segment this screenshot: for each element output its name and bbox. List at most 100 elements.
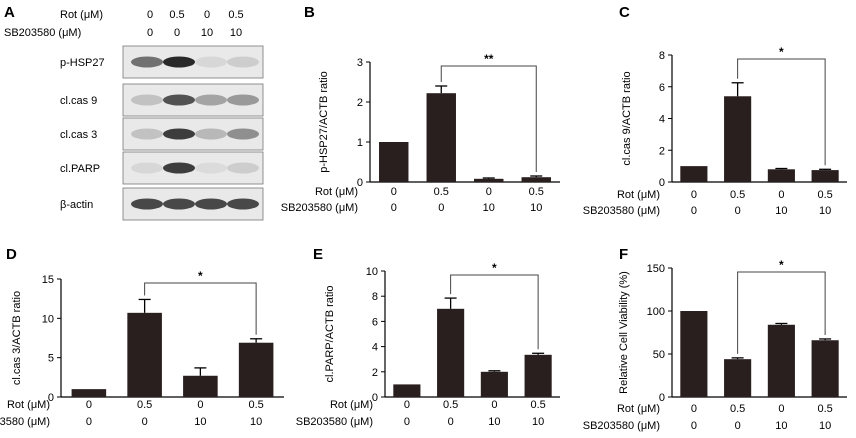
y-tick-label: 10	[366, 266, 378, 278]
y-tick-label: 100	[647, 306, 665, 318]
rot-row-value: 0.5	[817, 403, 832, 415]
blot-band	[227, 128, 259, 140]
rot-row-value: 0	[691, 189, 697, 201]
sb-row-value: 0	[735, 420, 741, 432]
blot-band	[227, 198, 259, 210]
y-tick-label: 3	[357, 57, 363, 69]
sb-row-value: 0	[142, 416, 148, 428]
rot-header-label: Rot (μM)	[60, 9, 103, 21]
bar	[379, 142, 409, 182]
sb-row-value: 10	[775, 420, 787, 432]
bar	[183, 375, 218, 397]
sb-row-value: 0	[391, 202, 397, 214]
blot-band-label: cl.PARP	[60, 163, 100, 175]
bar	[724, 359, 752, 397]
rot-row-value: 0	[404, 399, 410, 411]
blot-band	[163, 128, 195, 140]
blot-band	[131, 128, 163, 140]
bar	[437, 308, 465, 397]
y-tick-label: 4	[372, 342, 378, 354]
panel-label: E	[313, 246, 323, 263]
bar	[521, 177, 551, 182]
significance-bracket	[144, 282, 257, 335]
panel-c: C 0 2 4 6 8 cl.cas 9/ACTB ratio * Rot (μM) SB2035…	[583, 4, 847, 217]
rot-row-value: 0.5	[434, 186, 449, 198]
bar	[811, 340, 839, 397]
blot-band	[163, 94, 195, 106]
y-tick-label: 0	[659, 177, 665, 189]
sb-row-value: 10	[532, 416, 544, 428]
sb-row-value: 10	[483, 202, 495, 214]
bar	[767, 324, 795, 397]
sb-header-value: 10	[201, 27, 213, 39]
sb-row-value: 0	[735, 205, 741, 217]
panel-label: D	[6, 246, 17, 263]
significance-bracket	[440, 65, 537, 172]
significance-bracket	[737, 271, 826, 354]
sb-row-label: SB203580 (μM)	[0, 416, 50, 428]
blot-band	[195, 94, 227, 106]
y-tick-label: 5	[48, 353, 54, 365]
blot-band-label: β-actin	[60, 199, 93, 211]
sb-row-value: 10	[819, 205, 831, 217]
sb-row-value: 0	[438, 202, 444, 214]
panel-b: B 0 1 2 3 p-HSP27/ACTB ratio ** Rot (μM) SB20358…	[281, 4, 560, 214]
rot-header-value: 0.5	[169, 9, 184, 21]
rot-row-value: 0.5	[529, 186, 544, 198]
y-tick-label: 0	[48, 392, 54, 404]
rot-row-value: 0	[691, 403, 697, 415]
y-tick-label: 0	[372, 392, 378, 404]
y-tick-label: 0	[357, 177, 363, 189]
sb-row-value: 0	[448, 416, 454, 428]
panel-label: C	[619, 4, 630, 21]
rot-row-label: Rot (μM)	[7, 399, 50, 411]
rot-header-value: 0	[147, 9, 153, 21]
sb-row-value: 0	[86, 416, 92, 428]
y-tick-label: 2	[372, 367, 378, 379]
bar	[811, 170, 839, 182]
bar	[127, 312, 162, 397]
rot-row-value: 0	[486, 186, 492, 198]
blot-band	[163, 162, 195, 174]
rot-row-value: 0.5	[443, 399, 458, 411]
rot-row-label: Rot (μM)	[617, 189, 660, 201]
blot-row: cl.PARP	[60, 151, 264, 185]
blot-band-label: p-HSP27	[60, 57, 105, 69]
rot-row-label: Rot (μM)	[330, 399, 373, 411]
y-axis-label: cl.PARP/ACTB ratio	[324, 286, 336, 383]
bar	[680, 166, 708, 182]
blot-band	[131, 94, 163, 106]
rot-row-value: 0	[778, 403, 784, 415]
bar	[71, 389, 107, 397]
y-tick-label: 4	[659, 114, 665, 126]
significance-bracket	[450, 274, 539, 350]
sb-row-value: 0	[691, 205, 697, 217]
y-axis-label: cl.cas 3/ACTB ratio	[11, 291, 23, 385]
bar	[767, 169, 795, 182]
sb-row-label: SB203580 (μM)	[583, 205, 660, 217]
rot-row-label: Rot (μM)	[315, 186, 358, 198]
blot-band	[195, 56, 227, 68]
blot-band	[163, 198, 195, 210]
sb-row-value: 10	[250, 416, 262, 428]
bar	[680, 311, 708, 397]
sb-header-value: 0	[147, 27, 153, 39]
sb-row-label: SB203580 (μM)	[583, 420, 660, 432]
significance-label: *	[198, 269, 203, 283]
panel-a: A Rot (μM) SB203580 (μM) 0 0.5 0 0.5 0 0 10 10 p-HS…	[4, 4, 264, 221]
rot-row-value: 0.5	[248, 399, 263, 411]
rot-row-value: 0.5	[137, 399, 152, 411]
y-tick-label: 150	[647, 263, 665, 275]
rot-row-value: 0	[197, 399, 203, 411]
sb-row-label: SB203580 (μM)	[281, 202, 358, 214]
significance-label: *	[779, 258, 784, 272]
y-tick-label: 6	[659, 82, 665, 94]
y-tick-label: 8	[659, 50, 665, 62]
rot-row-value: 0	[491, 399, 497, 411]
y-tick-label: 50	[653, 349, 665, 361]
y-tick-label: 0	[659, 392, 665, 404]
blot-band	[227, 94, 259, 106]
rot-header-value: 0.5	[228, 9, 243, 21]
rot-header-value: 0	[204, 9, 210, 21]
